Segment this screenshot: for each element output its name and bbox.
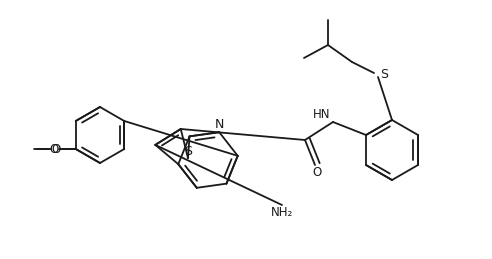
- Text: HN: HN: [312, 107, 330, 120]
- Text: O: O: [51, 142, 61, 155]
- Text: S: S: [380, 68, 388, 81]
- Text: N: N: [215, 118, 224, 131]
- Text: NH₂: NH₂: [271, 206, 293, 219]
- Text: S: S: [184, 145, 192, 158]
- Text: O: O: [312, 167, 322, 179]
- Text: O: O: [49, 142, 59, 155]
